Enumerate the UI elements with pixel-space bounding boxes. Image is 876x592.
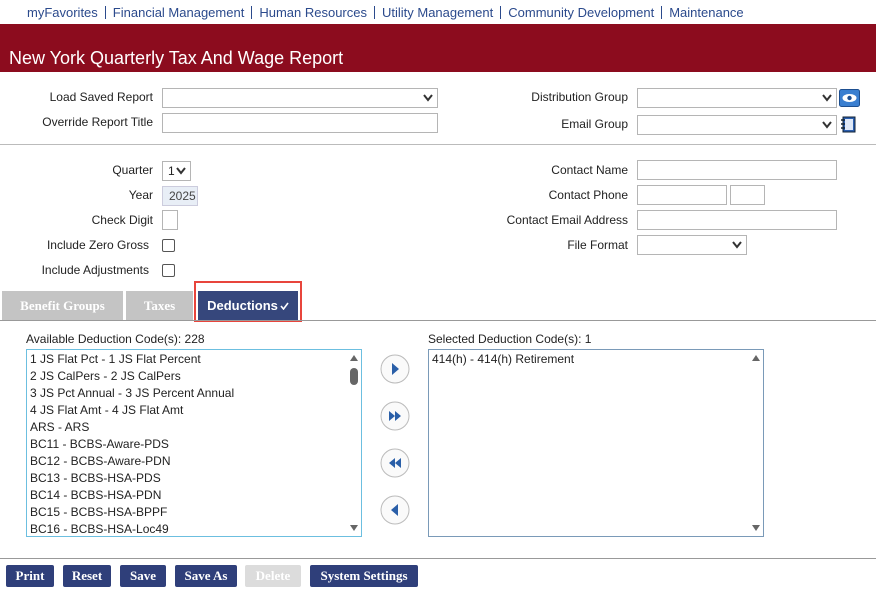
year-value: 2025 (169, 189, 196, 203)
view-icon[interactable] (839, 89, 860, 107)
contact-name-input[interactable] (637, 160, 837, 180)
quarter-select[interactable]: 1 (162, 161, 191, 181)
print-button[interactable]: Print (6, 565, 54, 587)
scrollbar (350, 355, 358, 531)
move-all-right[interactable] (380, 401, 410, 431)
list-item[interactable]: ARS - ARS (30, 420, 90, 434)
field-label: Email Group (561, 117, 628, 131)
divider (0, 144, 876, 145)
contact-phone-input[interactable] (637, 185, 727, 205)
list-item[interactable]: BC12 - BCBS-Aware-PDN (30, 454, 171, 468)
tab-label: Deductions (207, 298, 278, 313)
list-item[interactable]: 414(h) - 414(h) Retirement (432, 352, 575, 366)
field-label: Distribution Group (531, 90, 628, 104)
nav-link[interactable]: myFavorites (27, 5, 98, 20)
save-as-button[interactable]: Save As (175, 565, 237, 587)
field-label: Year (128, 188, 153, 202)
list-label: Selected Deduction Code(s): 1 (428, 332, 592, 346)
nav-link[interactable]: Financial Management (104, 6, 252, 19)
tab[interactable]: Taxes (126, 291, 193, 321)
top-nav: myFavorites Financial Management Human Res… (20, 5, 751, 20)
contact-phone-ext[interactable] (730, 185, 765, 205)
nav-link[interactable]: Maintenance (661, 6, 750, 19)
address-book-icon[interactable] (840, 116, 857, 134)
distribution-group-select[interactable] (637, 88, 837, 108)
move-left[interactable] (380, 495, 410, 525)
divider (0, 320, 876, 321)
adjustments-checkbox[interactable] (162, 264, 175, 277)
selected-list[interactable]: 414(h) - 414(h) Retirement (428, 349, 764, 537)
field-label: Include Zero Gross (46, 238, 149, 252)
list-item[interactable]: 1 JS Flat Pct - 1 JS Flat Percent (30, 352, 201, 366)
scrollbar (752, 355, 760, 531)
list-item[interactable]: BC15 - BCBS-HSA-BPPF (30, 505, 168, 519)
check-icon (280, 302, 289, 311)
reset-button[interactable]: Reset (63, 565, 111, 587)
field-label: Contact Name (551, 163, 628, 177)
list-item[interactable]: BC16 - BCBS-HSA-Loc49 (30, 522, 169, 536)
divider (0, 558, 876, 559)
nav-link[interactable]: Community Development (500, 6, 661, 19)
delete-button: Delete (245, 565, 301, 587)
move-buttons (380, 354, 410, 525)
field-label: Include Adjustments (41, 263, 149, 277)
tab-active[interactable]: Deductions (198, 291, 298, 320)
field-label: Contact Phone (548, 188, 628, 202)
email-group-select[interactable] (637, 115, 837, 135)
quarter-value: 1 (168, 164, 175, 178)
move-all-left[interactable] (380, 448, 410, 478)
list-item[interactable]: 3 JS Pct Annual - 3 JS Percent Annual (30, 386, 235, 400)
header-bar: New York Quarterly Tax And Wage Report (0, 24, 876, 72)
nav-link[interactable]: Human Resources (251, 6, 374, 19)
field-label: Check Digit (91, 213, 153, 227)
contact-email-input[interactable] (637, 210, 837, 230)
file-format-select[interactable] (637, 235, 747, 255)
list-label: Available Deduction Code(s): 228 (26, 332, 205, 346)
list-item[interactable]: 4 JS Flat Amt - 4 JS Flat Amt (30, 403, 184, 417)
move-right[interactable] (380, 354, 410, 384)
load-saved-report-select[interactable] (162, 88, 438, 108)
field-label: Quarter (112, 163, 153, 177)
nav-link[interactable]: Utility Management (373, 6, 500, 19)
available-list[interactable]: 1 JS Flat Pct - 1 JS Flat Percent 2 JS Ca… (26, 349, 362, 537)
field-label: File Format (567, 238, 628, 252)
list-item[interactable]: BC13 - BCBS-HSA-PDS (30, 471, 161, 485)
system-settings-button[interactable]: System Settings (310, 565, 418, 587)
field-label: Contact Email Address (506, 213, 628, 227)
page-title: New York Quarterly Tax And Wage Report (9, 48, 344, 68)
field-label: Load Saved Report (49, 90, 153, 104)
override-title-input[interactable] (162, 113, 438, 133)
list-item[interactable]: BC11 - BCBS-Aware-PDS (30, 437, 169, 451)
list-item[interactable]: BC14 - BCBS-HSA-PDN (30, 488, 162, 502)
year-input[interactable]: 2025 (162, 186, 198, 206)
tab[interactable]: Benefit Groups (2, 291, 123, 321)
field-label: Override Report Title (42, 115, 153, 129)
save-button[interactable]: Save (120, 565, 166, 587)
check-digit-input[interactable] (162, 210, 178, 230)
tab-highlight (194, 281, 302, 322)
list-item[interactable]: 2 JS CalPers - 2 JS CalPers (30, 369, 181, 383)
zero-gross-checkbox[interactable] (162, 239, 175, 252)
